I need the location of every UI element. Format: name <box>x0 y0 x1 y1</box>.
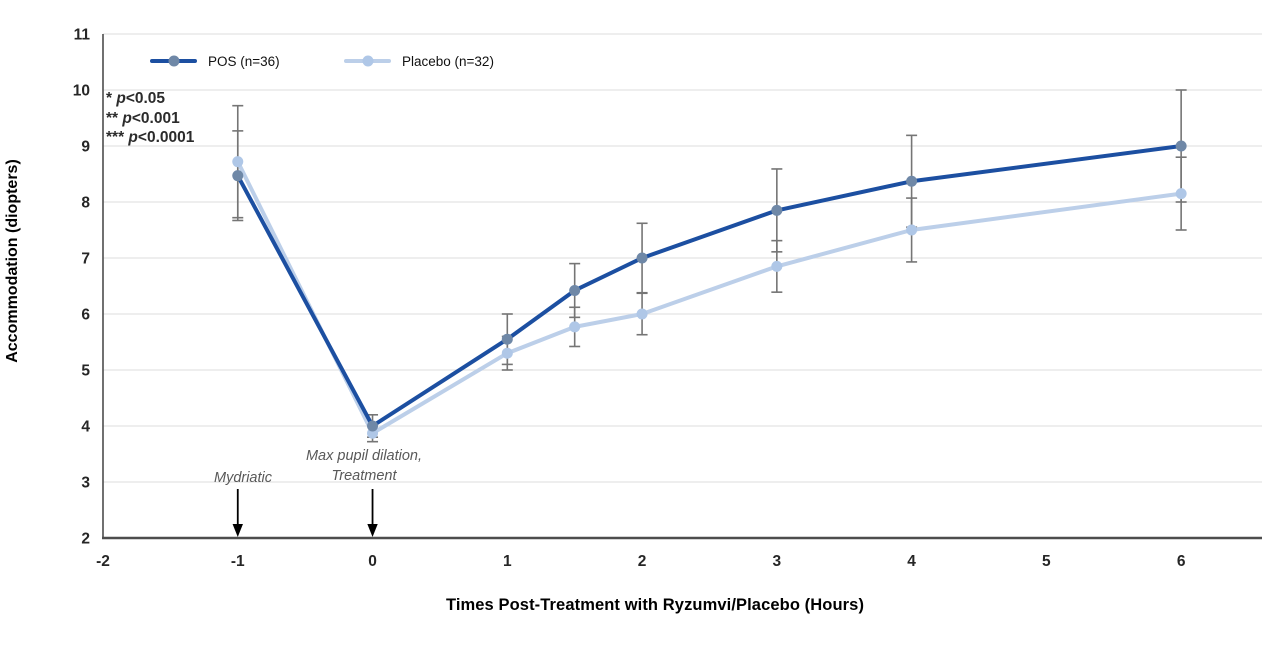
data-point <box>636 308 648 320</box>
data-point <box>501 333 513 345</box>
legend-item-pos: POS (n=36) <box>150 53 280 69</box>
data-point <box>1175 188 1187 200</box>
significance-note: ** p<0.001 <box>106 109 180 127</box>
x-axis-title: Times Post-Treatment with Ryzumvi/Placeb… <box>445 596 865 614</box>
y-tick-label: 6 <box>81 307 90 324</box>
significance-notes: * p<0.05 ** p<0.001 *** p<0.0001 <box>106 89 194 148</box>
data-point <box>906 224 918 236</box>
data-point <box>569 321 581 333</box>
data-point <box>771 260 783 272</box>
significance-note: *** p<0.0001 <box>106 129 195 146</box>
y-tick-label: 2 <box>81 531 90 548</box>
data-point <box>569 284 581 296</box>
data-point <box>636 252 648 264</box>
y-tick-label: 7 <box>81 251 90 268</box>
data-point <box>501 347 513 359</box>
data-point <box>1175 140 1187 152</box>
x-tick-label: -1 <box>231 553 245 570</box>
data-point <box>367 420 379 432</box>
x-tick-label: 6 <box>1177 553 1186 570</box>
event-arrow-head-icon <box>367 524 378 537</box>
x-tick-label: -2 <box>96 553 110 570</box>
y-tick-label: 9 <box>81 139 90 156</box>
event-arrow-head-icon <box>232 524 243 537</box>
x-tick-label: 5 <box>1042 553 1051 570</box>
data-point <box>906 175 918 187</box>
y-tick-label: 4 <box>81 419 90 436</box>
x-tick-label: 4 <box>907 553 916 570</box>
x-tick-label: 3 <box>773 553 782 570</box>
placebo-line-sample-icon <box>344 55 391 67</box>
data-point <box>771 204 783 216</box>
y-tick-label: 3 <box>81 475 90 492</box>
y-tick-label: 10 <box>73 83 90 100</box>
x-tick-label: 1 <box>503 553 512 570</box>
legend-label-placebo: Placebo (n=32) <box>402 53 494 69</box>
mydriatic-label: Mydriatic <box>213 470 272 486</box>
data-point <box>232 170 244 182</box>
y-tick-label: 11 <box>74 27 91 44</box>
significance-note: * p<0.05 <box>106 90 166 107</box>
legend-item-placebo: Placebo (n=32) <box>344 53 494 69</box>
y-axis-title: Accommodation (diopters) <box>4 159 21 363</box>
x-tick-label: 2 <box>638 553 647 570</box>
x-tick-label: 0 <box>368 553 377 570</box>
max-pupil-dilation-label: Max pupil dilation, Treatment <box>305 448 423 484</box>
y-tick-label: 5 <box>81 363 90 380</box>
pos-line-sample-icon <box>150 55 197 67</box>
y-tick-label: 8 <box>81 195 90 212</box>
legend-label-pos: POS (n=36) <box>208 53 280 69</box>
series-line-0 <box>235 144 1184 428</box>
data-point <box>232 156 244 168</box>
series-line-1 <box>235 159 1184 436</box>
